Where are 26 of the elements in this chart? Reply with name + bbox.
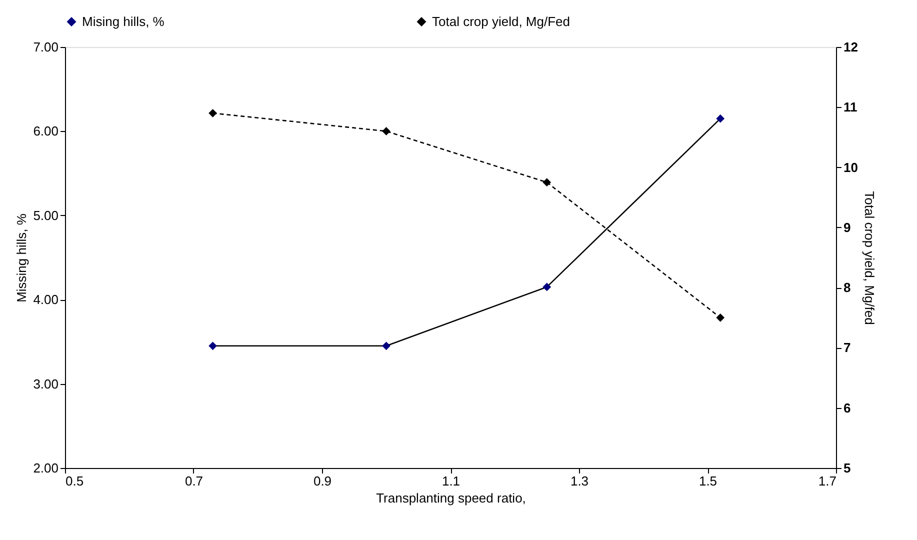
x-tick-label: 1.3	[570, 474, 589, 488]
y-tick-label: 4.00	[33, 292, 58, 308]
y2-tick-label: 11	[844, 100, 858, 115]
y2-tick-label: 12	[844, 40, 858, 54]
y2-tick-label: 6	[844, 400, 851, 416]
x-tick-label: 0.9	[313, 474, 332, 488]
x-tick-label: 0.7	[184, 474, 204, 488]
y2-tick-label: 8	[844, 280, 851, 296]
x-tick-label: 0.5	[66, 474, 84, 488]
y-tick-label: 3.00	[33, 376, 58, 392]
y2-tick-label: 5	[844, 460, 851, 476]
y-axis-title: Missing hills, %	[14, 213, 30, 302]
legend-label: Mising hills, %	[82, 14, 165, 29]
y2-tick-label: 10	[844, 160, 858, 175]
y-tick-label: 6.00	[33, 124, 58, 139]
y2-axis-title: Total crop yield, Mg/fed	[862, 191, 877, 325]
y-tick-label: 2.00	[33, 460, 58, 476]
y-tick-label: 7.00	[33, 40, 58, 54]
y-tick-label: 5.00	[33, 208, 58, 223]
y2-tick-label: 7	[844, 340, 851, 356]
x-tick-label: 1.1	[442, 474, 460, 488]
x-tick-label: 1.7	[818, 474, 836, 488]
y2-tick-label: 9	[844, 220, 851, 235]
legend-label: Total crop yield, Mg/Fed	[432, 14, 570, 29]
x-tick-label: 1.5	[698, 474, 718, 488]
x-axis-title: Transplanting speed ratio,	[376, 490, 526, 506]
